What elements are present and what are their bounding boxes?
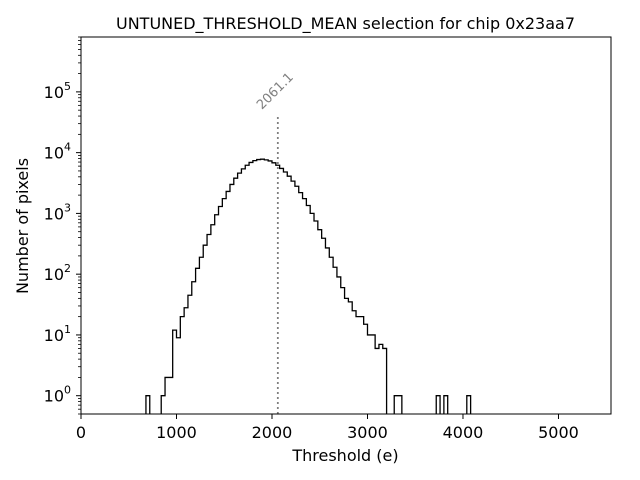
y-tick-label: 104	[44, 141, 71, 163]
x-tick-label: 4000	[443, 423, 484, 442]
mean-label: 2061.1	[254, 70, 297, 113]
x-axis: 0 1000 2000 3000 4000 5000	[76, 414, 579, 442]
x-tick-label: 1000	[156, 423, 197, 442]
x-axis-label: Threshold (e)	[291, 446, 398, 465]
y-tick-label: 102	[44, 262, 71, 284]
y-axis-label: Number of pixels	[13, 158, 32, 294]
y-tick-label: 103	[44, 201, 71, 223]
chart-title: UNTUNED_THRESHOLD_MEAN selection for chi…	[116, 14, 575, 34]
y-tick-label: 101	[44, 323, 71, 345]
x-tick-label: 2000	[252, 423, 293, 442]
plot-frame	[80, 36, 612, 415]
x-tick-label: 3000	[347, 423, 388, 442]
y-tick-label: 105	[44, 80, 71, 102]
x-tick-label: 0	[76, 423, 86, 442]
histogram-outline	[145, 158, 472, 414]
plot-area: 2061.1	[80, 36, 612, 415]
y-tick-label: 100	[44, 384, 71, 406]
x-tick-label: 5000	[538, 423, 579, 442]
y-axis: 100 101 102 103 104 105	[44, 36, 81, 415]
